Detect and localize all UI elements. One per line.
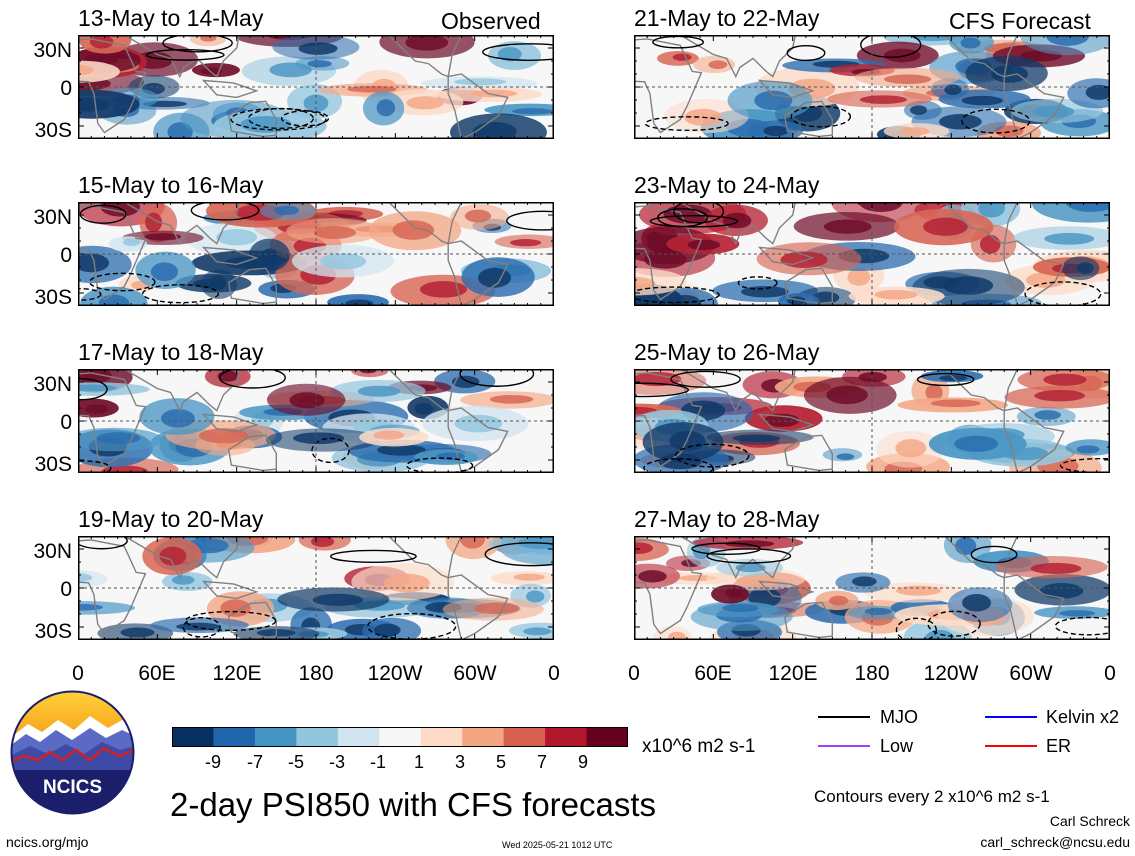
legend-line-er (985, 745, 1037, 747)
lat-label-30s: 30S (34, 119, 72, 142)
map-panel-observed-4 (78, 536, 554, 640)
colorbar-segment (337, 727, 380, 747)
lon-label: 0 (72, 662, 84, 685)
lat-label-eq: 0 (60, 77, 72, 100)
lon-label: 60W (453, 662, 497, 685)
colorbar-label: -3 (328, 752, 345, 772)
observed-header: Observed (441, 8, 541, 34)
colorbar-segment (213, 727, 256, 747)
panel-title-forecast-4: 27-May to 28-May (634, 506, 820, 532)
colorbar-segment (296, 727, 339, 747)
legend-label-er: ER (1046, 736, 1072, 756)
author-name: Carl Schreck (1049, 813, 1130, 829)
legend-label-mjo: MJO (880, 707, 918, 727)
colorbar-units: x10^6 m2 s-1 (642, 736, 756, 757)
colorbar-label: -1 (369, 752, 386, 772)
lon-label: 0 (1104, 662, 1116, 685)
lon-label: 180 (298, 662, 334, 685)
panel-title-forecast-3: 25-May to 26-May (634, 339, 820, 365)
colorbar-segment (379, 727, 422, 747)
map-panel-forecast-1 (634, 35, 1110, 139)
panel-title-forecast-2: 23-May to 24-May (634, 172, 820, 198)
colorbar-label: 3 (454, 752, 465, 772)
panel-title-observed-3: 17-May to 18-May (78, 339, 264, 365)
lon-label: 120W (367, 662, 423, 685)
map-panel-forecast-4 (634, 536, 1110, 640)
lon-label: 0 (628, 662, 640, 685)
ncics-logo: NCICS (10, 690, 135, 815)
colorbar-segment (254, 727, 297, 747)
panel-title-observed-4: 19-May to 20-May (78, 506, 264, 532)
map-panel-observed-2 (78, 202, 554, 306)
lon-label: 180 (854, 662, 890, 685)
lon-label: 120W (923, 662, 979, 685)
timestamp: Wed 2025-05-21 1012 UTC (502, 840, 613, 850)
colorbar (172, 727, 628, 747)
colorbar-segment (545, 727, 588, 747)
lat-label-30s: 30S (34, 453, 72, 476)
lat-label-30n: 30N (33, 540, 72, 563)
panel-title-forecast-1: 21-May to 22-May (634, 5, 820, 31)
colorbar-label: -5 (287, 752, 304, 772)
colorbar-label: -7 (246, 752, 263, 772)
colorbar-label: 9 (577, 752, 588, 772)
colorbar-segment (503, 727, 546, 747)
colorbar-segment (586, 727, 628, 747)
lat-label-30n: 30N (33, 39, 72, 62)
panel-title-observed-2: 15-May to 16-May (78, 172, 264, 198)
colorbar-segment (172, 727, 214, 747)
map-panel-forecast-2 (634, 202, 1110, 306)
colorbar-label: 5 (495, 752, 506, 772)
lat-label-30n: 30N (33, 373, 72, 396)
map-panel-observed-1 (78, 35, 554, 139)
lon-label: 60E (138, 662, 176, 685)
map-panel-forecast-3 (634, 369, 1110, 473)
lon-label: 0 (548, 662, 560, 685)
lat-label-30n: 30N (33, 206, 72, 229)
lat-label-30s: 30S (34, 286, 72, 309)
contours-note: Contours every 2 x10^6 m2 s-1 (814, 787, 1050, 806)
lon-label: 120E (212, 662, 262, 685)
colorbar-label: -9 (204, 752, 221, 772)
lat-label-eq: 0 (60, 578, 72, 601)
logo-text: NCICS (43, 777, 102, 798)
legend-line-kelvin (985, 716, 1037, 718)
lon-label: 60E (694, 662, 732, 685)
legend-line-mjo (818, 716, 870, 718)
colorbar-segment (420, 727, 463, 747)
colorbar-label: 1 (413, 752, 424, 772)
legend-label-low: Low (880, 736, 914, 756)
lon-label: 120E (768, 662, 818, 685)
author-email[interactable]: carl_schreck@ncsu.edu (980, 834, 1130, 850)
map-panel-observed-3 (78, 369, 554, 473)
lat-label-eq: 0 (60, 244, 72, 267)
legend-line-low (818, 745, 870, 747)
colorbar-segment (462, 727, 505, 747)
lon-label: 60W (1009, 662, 1053, 685)
site-url[interactable]: ncics.org/mjo (6, 834, 89, 850)
main-title: 2-day PSI850 with CFS forecasts (170, 786, 657, 823)
panel-title-observed-1: 13-May to 14-May (78, 5, 264, 31)
lat-label-eq: 0 (60, 411, 72, 434)
forecast-header: CFS Forecast (949, 8, 1091, 34)
legend-label-kelvin: Kelvin x2 (1046, 707, 1120, 727)
lat-label-30s: 30S (34, 620, 72, 643)
colorbar-label: 7 (536, 752, 547, 772)
